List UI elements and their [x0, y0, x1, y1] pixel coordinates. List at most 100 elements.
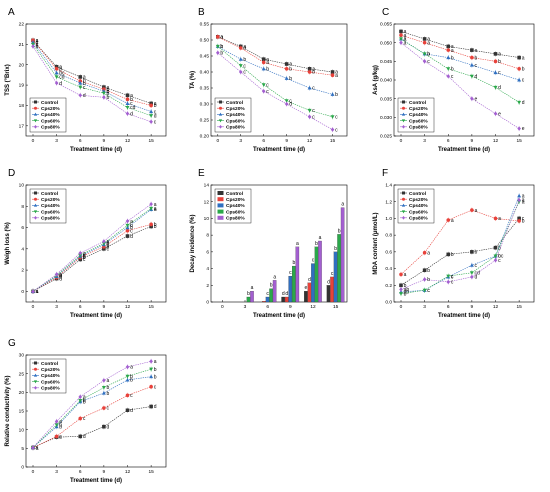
- significance-label: b: [338, 228, 341, 234]
- significance-label: d: [308, 277, 311, 283]
- significance-label: b: [427, 52, 430, 58]
- data-point: [125, 364, 130, 370]
- bar: [265, 296, 270, 303]
- significance-label: d: [498, 85, 501, 91]
- significance-label: c: [83, 416, 86, 422]
- legend-entry: Control: [226, 191, 243, 197]
- y-tick-label: 2: [21, 268, 24, 274]
- significance-label: d: [474, 74, 477, 80]
- significance-label: b: [83, 398, 86, 404]
- data-point: [149, 367, 154, 372]
- panel-c: C 0.025 0.030 0.035 0.040 0.045 0.050 0.055 0 3 6 9…: [373, 7, 535, 153]
- significance-label: a: [106, 239, 109, 245]
- data-point: [31, 44, 35, 49]
- data-point: [261, 66, 266, 71]
- bar: [333, 251, 338, 303]
- significance-label: d: [282, 291, 285, 297]
- significance-label: d: [59, 81, 62, 87]
- series-line: [400, 199, 520, 290]
- panel-d: D 0 2 4 6 8 10 0 3 6 9 12 15 Treatment time (d) Weigh …: [5, 168, 167, 319]
- x-axis-label: Treatment time (d): [438, 147, 490, 153]
- significance-label: d: [154, 404, 157, 410]
- significance-label: b: [334, 246, 337, 252]
- significance-label: a: [220, 35, 223, 41]
- data-point: [101, 391, 106, 395]
- data-point: [399, 287, 403, 292]
- bar: [250, 291, 254, 303]
- x-tick-label: 3: [423, 138, 426, 144]
- data-point: [125, 219, 130, 224]
- data-point: [422, 37, 427, 41]
- significance-label: a: [266, 60, 269, 66]
- data-point: [446, 44, 451, 49]
- panel-letter: A: [8, 7, 15, 18]
- significance-label: a: [335, 73, 338, 79]
- y-tick-label: 17: [19, 123, 25, 129]
- significance-label: d: [154, 113, 157, 119]
- significance-label: e: [498, 111, 501, 117]
- legend-marker: [219, 125, 222, 129]
- significance-label: a: [36, 445, 39, 451]
- significance-label: b: [315, 241, 318, 247]
- y-tick-label: 1.2: [385, 199, 392, 205]
- x-tick-label: 15: [148, 304, 154, 310]
- x-tick-label: 0: [32, 469, 35, 475]
- x-tick-label: 3: [55, 469, 58, 475]
- y-tick-label: 0.050: [380, 40, 392, 46]
- y-tick-label: 0.30: [200, 102, 210, 108]
- legend-marker: [219, 106, 222, 110]
- significance-label: a: [83, 251, 86, 257]
- bar: [314, 246, 319, 303]
- panel-letter: E: [198, 168, 205, 179]
- significance-label: b: [59, 67, 62, 73]
- significance-label: a: [130, 365, 133, 371]
- legend-entry: Cps20%: [226, 106, 245, 112]
- bar: [318, 240, 322, 303]
- significance-label: b: [474, 55, 477, 61]
- data-point: [469, 271, 474, 275]
- plot-frame: [393, 184, 535, 303]
- legend-marker: [34, 191, 37, 195]
- data-point: [422, 268, 427, 273]
- x-tick-label: 12: [125, 469, 131, 475]
- significance-label: b: [106, 87, 109, 93]
- y-tick-label: 0: [206, 300, 209, 306]
- data-point: [149, 359, 153, 364]
- legend-entry: Cps20%: [41, 106, 60, 112]
- significance-label: b: [154, 103, 157, 109]
- data-point: [149, 103, 153, 108]
- x-tick-label: 0: [32, 304, 35, 310]
- data-point: [307, 114, 312, 119]
- x-tick-label: 9: [471, 304, 474, 310]
- data-point: [307, 67, 312, 71]
- legend-entry: Control: [409, 100, 426, 106]
- x-tick-label: 9: [471, 138, 474, 144]
- significance-label: b: [106, 391, 109, 397]
- y-tick-label: 1.4: [385, 183, 392, 189]
- series-line: [400, 201, 520, 294]
- bar: [307, 282, 312, 303]
- y-tick-label: 1.0: [385, 216, 392, 222]
- significance-label: c: [106, 247, 109, 253]
- data-point: [517, 100, 522, 105]
- data-point: [125, 111, 130, 116]
- bar: [288, 275, 293, 303]
- significance-label: a: [36, 445, 39, 451]
- x-tick-label: 0: [400, 138, 403, 144]
- significance-label: b: [498, 59, 501, 65]
- x-tick-label: 6: [79, 304, 82, 310]
- y-tick-label: 10: [19, 183, 25, 189]
- series-line: [400, 31, 520, 58]
- data-point: [469, 263, 474, 267]
- significance-label: c: [312, 108, 315, 114]
- data-point: [125, 234, 130, 238]
- series-line: [32, 40, 152, 104]
- significance-label: a: [59, 419, 62, 425]
- significance-label: a: [266, 57, 269, 63]
- data-point: [54, 80, 59, 86]
- data-point: [470, 274, 474, 280]
- significance-label: a: [243, 46, 246, 52]
- significance-label: b: [404, 291, 407, 297]
